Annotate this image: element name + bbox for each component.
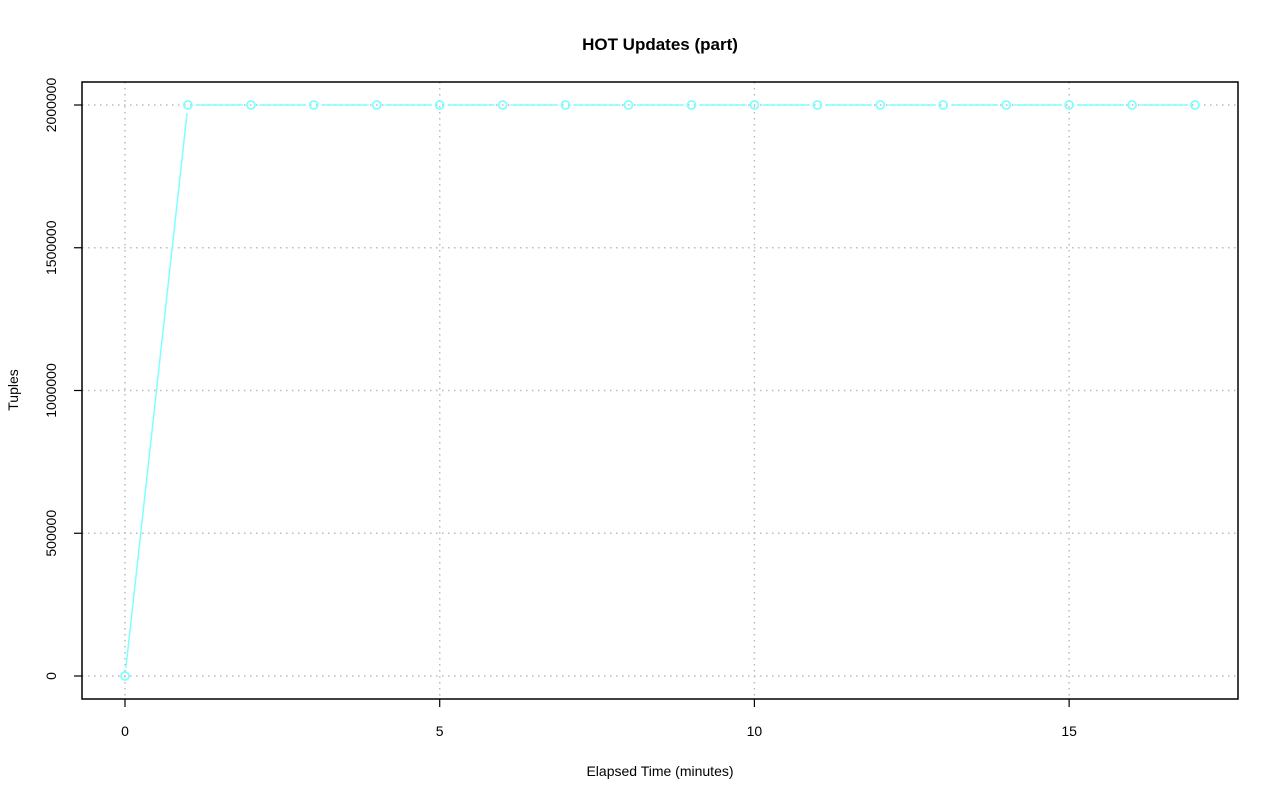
x-tick-label: 10: [747, 723, 763, 739]
series-line-segment: [125, 112, 188, 669]
data-point: [497, 100, 508, 110]
data-point: [749, 100, 760, 110]
data-point: [434, 100, 445, 110]
data-point: [1064, 100, 1075, 110]
data-point: [686, 100, 697, 110]
data-point: [623, 100, 634, 110]
axes: 0 5 10 15 0 500000 1000000 1500000 2000000: [43, 78, 1077, 739]
data-point: [812, 100, 823, 110]
y-tick-label: 0: [43, 672, 59, 680]
data-point: [560, 100, 571, 110]
x-tick-label: 0: [121, 723, 129, 739]
data-point: [1190, 100, 1200, 110]
data-point: [938, 100, 949, 110]
data-point: [183, 100, 193, 110]
y-axis-label: Tuples: [5, 369, 21, 411]
data-point: [1001, 100, 1012, 110]
y-tick-label: 1500000: [43, 220, 59, 275]
y-tick-label: 1000000: [43, 363, 59, 418]
y-tick-label: 500000: [43, 510, 59, 557]
chart-title: HOT Updates (part): [582, 35, 738, 54]
x-axis-label: Elapsed Time (minutes): [586, 763, 733, 779]
grid: [82, 82, 1238, 699]
data-point: [875, 100, 886, 110]
x-tick-label: 15: [1061, 723, 1077, 739]
x-tick-label: 5: [436, 723, 444, 739]
series-marks: [120, 100, 1200, 681]
data-point: [308, 100, 319, 110]
plot-box: [81, 81, 1239, 700]
data-point: [1127, 100, 1137, 110]
y-tick-label: 2000000: [43, 78, 59, 133]
data-point: [245, 100, 256, 110]
data-point: [371, 100, 382, 110]
data-point: [120, 671, 130, 681]
